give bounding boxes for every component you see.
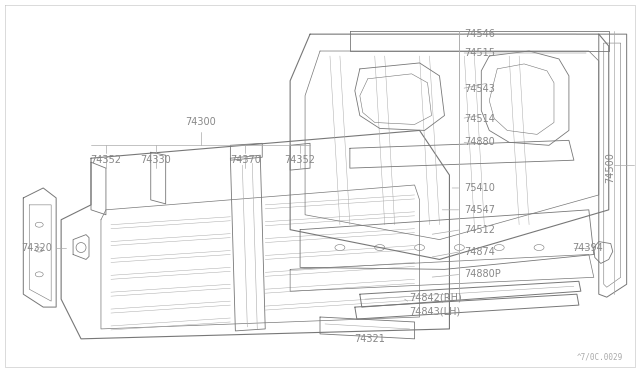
Text: 74546: 74546 <box>465 29 495 39</box>
Text: 74843(LH): 74843(LH) <box>409 306 460 316</box>
Text: 74330: 74330 <box>140 155 171 165</box>
Text: 74352: 74352 <box>285 155 316 165</box>
Text: 74300: 74300 <box>185 118 216 128</box>
Text: 74547: 74547 <box>465 205 495 215</box>
Text: 74514: 74514 <box>465 113 495 124</box>
Text: 74394: 74394 <box>572 243 602 253</box>
Text: 74321: 74321 <box>355 334 385 344</box>
Text: 74515: 74515 <box>465 48 495 58</box>
Text: 75410: 75410 <box>465 183 495 193</box>
Text: 74842(RH): 74842(RH) <box>409 292 462 302</box>
Text: 74352: 74352 <box>90 155 122 165</box>
Text: 74880P: 74880P <box>465 269 501 279</box>
Text: 74500: 74500 <box>605 152 615 183</box>
Text: 74874: 74874 <box>465 247 495 257</box>
Text: ^7/0C.0029: ^7/0C.0029 <box>577 352 623 361</box>
Text: 74512: 74512 <box>465 225 495 235</box>
Text: 74320: 74320 <box>20 243 52 253</box>
Text: 74370: 74370 <box>230 155 260 165</box>
Text: 74543: 74543 <box>465 84 495 94</box>
Text: 74880: 74880 <box>465 137 495 147</box>
